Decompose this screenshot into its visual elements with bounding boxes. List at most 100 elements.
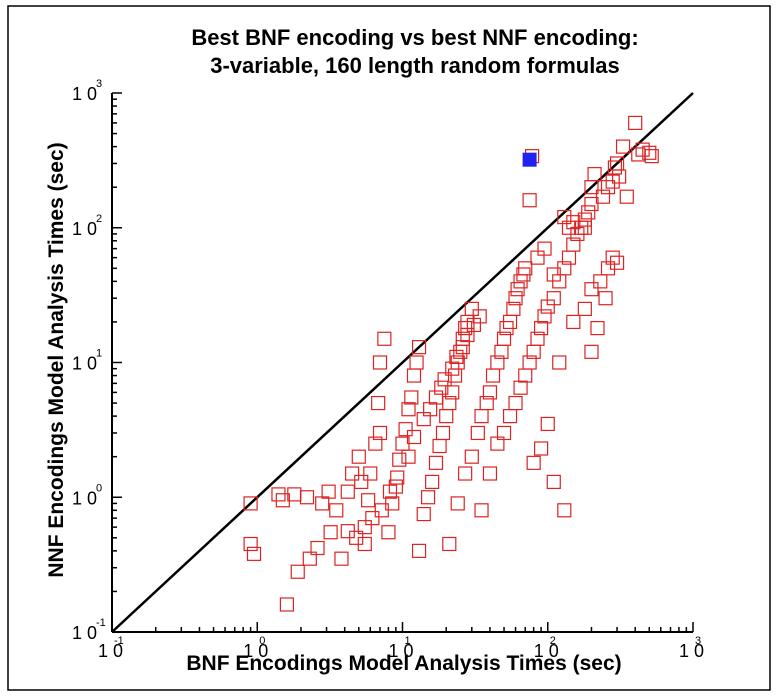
scatter-point [587,167,602,182]
scatter-point [577,212,592,227]
scatter-point [406,429,422,445]
x-tick-exponent: 0 [259,635,265,647]
diagonal-reference-line [111,92,694,633]
scatter-point [351,449,366,464]
scatter-point [537,309,552,324]
x-tick-exponent: 3 [695,635,701,647]
y-tick-label: 1 0 [72,219,97,239]
y-tick-exponent: 1 [96,348,102,360]
scatter-point [496,331,512,346]
scatter-point [530,331,545,346]
x-tick-label: 1 0 [679,641,704,661]
y-tick-label: 1 0 [72,488,97,508]
scatter-point [354,474,369,489]
scatter-point [340,484,355,499]
scatter-point [530,250,545,265]
scatter-point [584,344,599,359]
scatter-point [382,484,398,499]
scatter-point [566,314,581,330]
scatter-point [381,525,396,540]
highlight-points-layer [522,152,537,167]
scatter-point [485,368,501,383]
scatter-point [321,484,336,499]
scatter-point [357,536,372,552]
scatter-point [439,409,454,424]
scatter-point [361,493,376,508]
scatter-point [275,493,290,508]
scatter-point [246,546,262,561]
scatter-point [615,139,631,154]
y-tick-exponent: -1 [96,617,106,629]
scatter-point [243,496,258,511]
scatter-point [299,490,315,505]
scatter-point [566,215,581,230]
scatter-point [584,196,599,212]
scatter-point [401,449,416,464]
scatter-point [442,536,457,552]
scatter-point [411,543,427,558]
y-tick-label: 1 0 [72,623,97,643]
scatter-point [458,466,473,481]
scatter-point [365,511,380,526]
scatter-point [605,250,620,265]
scatter-point [434,380,449,395]
scatter-point [423,402,438,417]
scatter-point [411,340,427,355]
scatter-point [518,261,533,276]
scatter-point [642,145,657,160]
scatter-point [600,180,616,195]
scatter-point [546,291,561,306]
scatter-point [522,355,537,370]
scatter-point [522,193,537,208]
scatter-point [506,301,521,316]
scatter-point [390,470,405,485]
scatter-point [464,301,479,316]
scatter-point [557,209,572,225]
scatter-point [363,466,378,481]
x-tick-label: 1 0 [534,641,559,661]
scatter-point [496,425,512,441]
scatter-point [357,520,372,535]
scatter-point [607,160,623,175]
scatter-point [428,390,444,405]
scatter-point [368,436,383,451]
scatter-point [445,385,460,400]
scatter-point [406,368,422,383]
scatter-point [479,395,494,411]
scatter-point [472,309,487,324]
scatter-point [401,402,416,417]
scatter-point [372,425,388,441]
scatter-point [404,390,419,405]
scatter-point [612,169,627,184]
scatter-point [334,551,349,566]
scatter-point [279,597,294,612]
scatter-point [474,409,489,424]
scatter-points-layer [243,115,659,612]
scatter-point [416,506,431,522]
scatter-point [600,261,616,276]
x-tick-exponent: 1 [405,635,411,647]
reference-line-layer [111,92,694,633]
scatter-point [420,490,436,505]
scatter-point [455,331,470,346]
scatter-point [474,503,489,518]
scatter-point [598,291,613,306]
scatter-point [534,321,549,336]
scatter-point [577,220,592,235]
x-tick-label: 1 0 [243,641,268,661]
scatter-point [445,361,460,376]
scatter-point [372,355,388,370]
scatter-point [466,317,481,333]
x-tick-exponent: -1 [114,635,124,647]
scatter-point [243,536,258,552]
scatter-point [628,115,643,130]
scatter-point [432,438,447,454]
scatter-point [546,474,561,489]
scatter-point [315,496,330,511]
scatter-point [340,524,355,539]
scatter-point [470,425,485,441]
scatter-point [329,503,344,518]
y-tick-exponent: 3 [96,78,102,90]
scatter-point [290,564,305,579]
